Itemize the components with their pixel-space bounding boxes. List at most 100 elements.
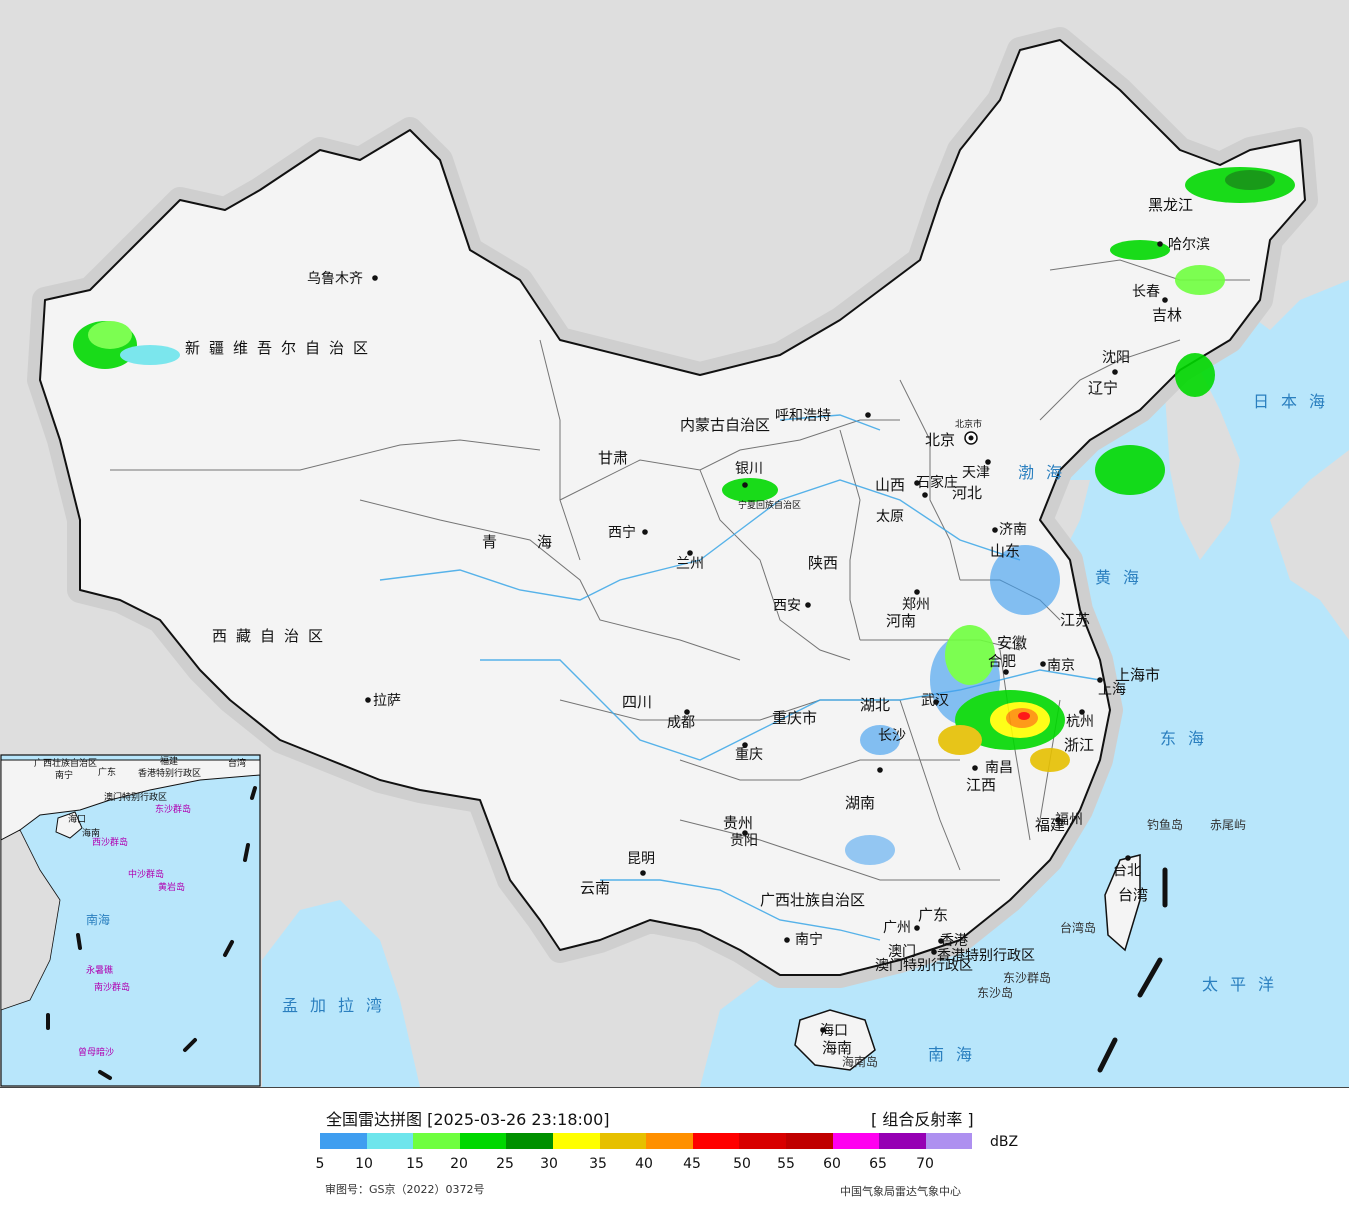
color-scale-cell xyxy=(413,1133,460,1149)
inset-label: 海南 xyxy=(82,827,100,839)
region-label: 黑龙江 xyxy=(1148,196,1193,214)
island-label: 海南岛 xyxy=(842,1054,878,1069)
color-scale-cell xyxy=(599,1133,647,1149)
city-dot xyxy=(805,602,811,608)
color-scale-tick: 65 xyxy=(869,1156,887,1172)
credit-label: 中国气象局雷达气象中心 xyxy=(840,1185,961,1198)
color-scale-tick: 35 xyxy=(589,1156,607,1172)
region-label: 海南 xyxy=(822,1039,852,1057)
region-label: 山东 xyxy=(990,542,1020,560)
city-label: 台北 xyxy=(1113,863,1141,879)
city-dot xyxy=(642,529,648,535)
color-scale-tick: 5 xyxy=(315,1156,325,1172)
region-label: 山西 xyxy=(875,476,905,494)
radar-map: 北京 北京市 乌鲁木齐 拉萨 西宁 兰州 银川 呼和浩特 石家庄 太原 济南 天津 沈阳 长春 哈尔滨郑… xyxy=(0,0,1349,1087)
sea-label: 渤海 xyxy=(1018,463,1074,482)
color-scale-tick: 30 xyxy=(540,1156,558,1172)
city-dot xyxy=(742,742,748,748)
color-scale-cell xyxy=(785,1133,833,1149)
city-dot xyxy=(1157,241,1163,247)
color-scale-cell xyxy=(925,1133,973,1149)
color-scale-cell xyxy=(552,1133,600,1149)
city-label: 兰州 xyxy=(676,556,704,572)
island-label: 钓鱼岛 xyxy=(1147,817,1183,832)
island-label: 赤尾屿 xyxy=(1210,818,1246,832)
region-label: 陕西 xyxy=(808,554,838,572)
japan-islands xyxy=(1270,450,1349,640)
region-label: 内蒙古自治区 xyxy=(680,416,770,434)
city-label: 杭州 xyxy=(1066,714,1094,730)
city-dot xyxy=(820,1027,826,1033)
city-dot xyxy=(972,765,978,771)
city-dot xyxy=(938,938,944,944)
inset-label: 广东 xyxy=(98,766,116,778)
region-label: 福建 xyxy=(1035,816,1065,834)
region-label: 四川 xyxy=(622,693,652,711)
city-label: 昆明 xyxy=(627,851,655,867)
city-dot xyxy=(985,459,991,465)
inset-label: 黄岩岛 xyxy=(158,881,185,893)
region-label: 广东 xyxy=(918,906,948,924)
inset-label: 曾母暗沙 xyxy=(78,1046,114,1058)
city-label: 合肥 xyxy=(988,654,1016,670)
city-label: 长沙 xyxy=(878,728,906,744)
city-label: 重庆 xyxy=(735,747,763,763)
city-dot xyxy=(1112,369,1118,375)
sea-label: 日本海 xyxy=(1253,392,1337,411)
city-label: 南宁 xyxy=(795,931,823,948)
inset-label: 西沙群岛 xyxy=(92,836,128,848)
inset-label: 广西壮族自治区 xyxy=(34,757,97,769)
city-label: 西宁 xyxy=(608,524,636,541)
region-label: 河南 xyxy=(886,612,916,630)
city-label: 天津 xyxy=(962,465,990,481)
inset-label: 澳门特别行政区 xyxy=(104,791,167,803)
color-scale-cell xyxy=(366,1133,414,1149)
color-scale-tick: 15 xyxy=(406,1156,424,1172)
city-label: 上海 xyxy=(1098,682,1126,698)
color-scale-tick: 60 xyxy=(823,1156,841,1172)
region-label: 贵州 xyxy=(723,814,753,832)
color-scale-cell xyxy=(832,1133,880,1149)
region-label: 湖北 xyxy=(860,696,890,714)
color-scale-cell xyxy=(692,1133,740,1149)
city-label: 南昌 xyxy=(985,760,1013,776)
city-label: 乌鲁木齐 xyxy=(307,271,363,287)
city-label: 呼和浩特 xyxy=(775,408,831,424)
color-scale-tick: 45 xyxy=(683,1156,701,1172)
nine-dash-line xyxy=(1097,867,1168,1073)
region-label: 广西壮族自治区 xyxy=(760,891,865,909)
color-scale-tick: 40 xyxy=(635,1156,653,1172)
color-scale-cell xyxy=(646,1133,693,1149)
inset-label: 台湾 xyxy=(228,757,246,769)
city-label: 澳门 xyxy=(888,944,916,960)
city-label: 哈尔滨 xyxy=(1168,237,1210,253)
city-dot xyxy=(784,937,790,943)
region-label: 香港特别行政区 xyxy=(937,948,1035,964)
taiwan-island xyxy=(1104,854,1141,952)
hainan-island xyxy=(794,1009,876,1071)
inset-label: 福建 xyxy=(160,755,178,767)
city-dot xyxy=(992,527,998,533)
inset-label: 南沙群岛 xyxy=(94,981,130,993)
city-label: 海口 xyxy=(820,1023,848,1039)
inset-label: 中沙群岛 xyxy=(128,868,164,880)
color-scale-tick: 70 xyxy=(916,1156,934,1172)
city-label: 拉萨 xyxy=(373,693,401,709)
city-dot xyxy=(687,550,693,556)
region-label: 浙江 xyxy=(1064,736,1094,754)
city-dot xyxy=(1125,855,1131,861)
city-dot xyxy=(933,699,939,705)
bay-of-bengal xyxy=(262,900,420,1087)
legend-title: 全国雷达拼图 [2025-03-26 23:18:00] xyxy=(326,1110,610,1129)
city-label: 南京 xyxy=(1047,658,1075,674)
cities-layer: 乌鲁木齐拉萨西宁兰州银川呼和浩特石家庄太原济南天津沈阳长春哈尔滨郑州西安成都重庆… xyxy=(307,237,1210,1039)
sea-label: 太平洋 xyxy=(1202,975,1286,994)
city-dot xyxy=(1097,677,1103,683)
city-dot xyxy=(640,870,646,876)
region-label: 吉林 xyxy=(1152,306,1182,324)
city-label: 西安 xyxy=(773,598,801,614)
city-label: 广州 xyxy=(883,920,911,936)
city-label: 济南 xyxy=(999,522,1027,538)
